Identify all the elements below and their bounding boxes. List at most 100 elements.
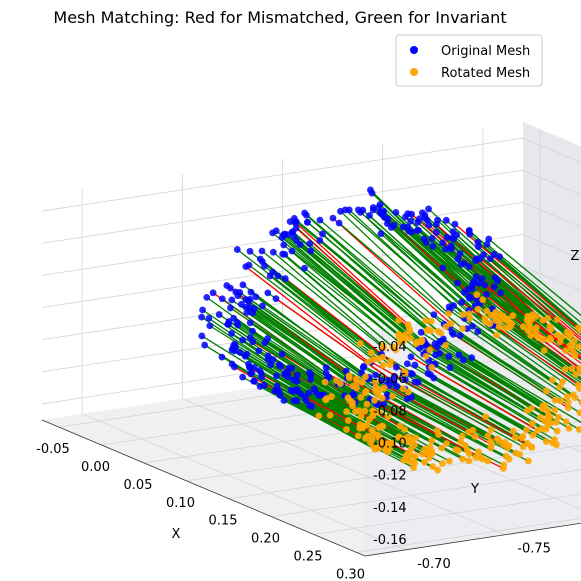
original-point [209, 289, 217, 297]
original-point [448, 234, 456, 242]
original-point [407, 217, 415, 225]
original-point [387, 224, 395, 231]
rotated-point [428, 363, 436, 371]
original-point [288, 247, 296, 255]
match-line [428, 208, 549, 319]
rotated-point [574, 381, 581, 389]
rotated-point [570, 337, 578, 345]
original-point [372, 371, 379, 379]
original-point [261, 262, 268, 270]
match-line [419, 347, 545, 422]
rotated-points [315, 291, 581, 474]
original-point [223, 282, 231, 289]
match-line [326, 378, 457, 451]
original-point [481, 281, 489, 289]
rotated-point [551, 396, 559, 404]
rotated-point [321, 378, 329, 386]
original-point [377, 230, 385, 238]
rotated-point [367, 439, 374, 447]
rotated-point [369, 407, 377, 415]
rotated-point [551, 406, 559, 414]
original-point [198, 313, 206, 321]
original-point [228, 330, 236, 337]
rotated-point [528, 420, 536, 427]
rotated-point [563, 393, 571, 400]
match-line [248, 264, 374, 361]
match-line [464, 317, 574, 396]
original-point [302, 211, 310, 219]
match-line [383, 403, 505, 466]
rotated-point [419, 450, 426, 458]
match-line [272, 251, 384, 347]
axis-spines [41, 419, 581, 557]
original-point [472, 273, 480, 281]
rotated-point [421, 458, 428, 466]
match-line [499, 256, 581, 329]
rotated-point [344, 394, 352, 402]
original-point [407, 369, 415, 377]
z-gridline [41, 234, 581, 308]
match-line [357, 209, 470, 315]
rotated-point [474, 305, 482, 313]
rotated-point [559, 378, 566, 386]
rotated-point [379, 342, 387, 350]
rotated-point [354, 432, 362, 440]
z-gridline [41, 137, 581, 212]
original-point [448, 329, 456, 336]
match-line [439, 352, 557, 423]
rotated-point [374, 444, 382, 452]
original-point [258, 247, 266, 255]
rotated-point [501, 324, 509, 332]
original-point [434, 343, 441, 351]
original-point [205, 315, 213, 322]
original-point [292, 219, 299, 227]
original-point [269, 248, 277, 256]
original-point [293, 397, 301, 405]
match-line [393, 382, 506, 444]
original-point [405, 227, 413, 235]
match-line [293, 235, 411, 339]
rotated-point [481, 315, 489, 322]
rotated-point [526, 314, 533, 322]
original-point [439, 335, 447, 343]
rotated-point [492, 308, 500, 316]
match-line [338, 222, 463, 330]
match-line [319, 240, 446, 346]
original-point [278, 350, 286, 358]
original-points [198, 186, 504, 410]
rotated-point [345, 374, 353, 382]
match-line [488, 238, 581, 317]
original-point [255, 347, 263, 355]
match-line [245, 299, 358, 384]
legend-label-rotated: Rotated Mesh [441, 66, 530, 81]
original-point [241, 352, 249, 360]
original-point [269, 229, 276, 237]
rotated-point [326, 411, 334, 419]
original-point [274, 272, 282, 280]
match-line [410, 372, 514, 432]
original-point [390, 379, 398, 387]
rotated-point [488, 441, 495, 449]
original-point [491, 274, 499, 281]
rotated-point [363, 400, 371, 408]
original-point [458, 298, 466, 306]
rotated-point [384, 440, 392, 447]
rotated-point [357, 413, 365, 420]
rotated-point [428, 317, 435, 325]
rotated-point [395, 433, 403, 441]
z-gridline [41, 201, 581, 276]
z-tick-label: -0.14 [373, 501, 407, 516]
original-point [335, 219, 343, 227]
original-point [215, 311, 223, 318]
original-point [465, 227, 473, 235]
match-line [477, 246, 581, 336]
original-point [243, 309, 251, 316]
match-line [495, 323, 581, 384]
original-point [445, 353, 453, 360]
original-point [442, 245, 449, 253]
match-line [451, 237, 575, 342]
original-point [281, 275, 289, 282]
original-point [413, 227, 421, 234]
rotated-point [528, 405, 535, 413]
